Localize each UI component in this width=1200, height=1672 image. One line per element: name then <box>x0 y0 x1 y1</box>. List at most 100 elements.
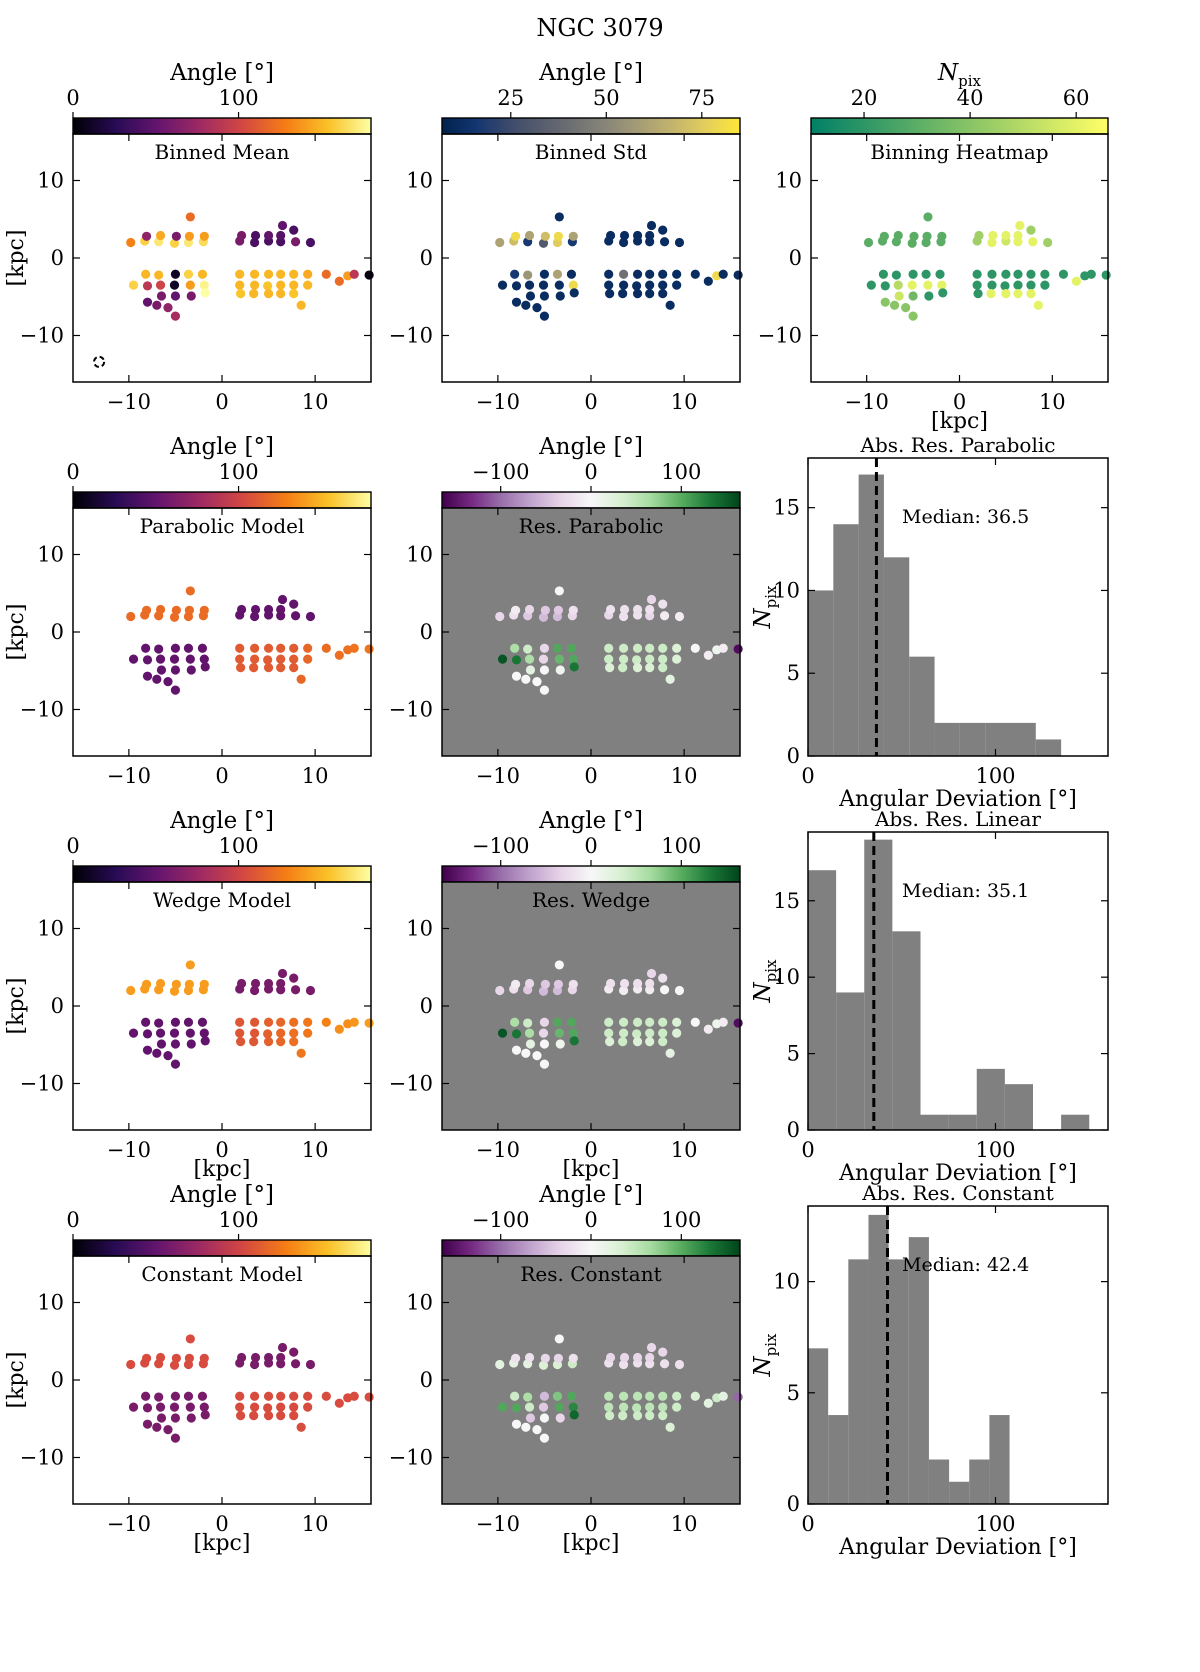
colorbar-tick-label: 100 <box>219 86 259 110</box>
colorbar-tick-label: −100 <box>472 1208 530 1232</box>
data-point <box>334 1024 344 1034</box>
histogram-title: Abs. Res. Constant <box>861 1181 1053 1205</box>
data-point <box>199 654 209 664</box>
data-point <box>538 654 549 664</box>
data-point <box>539 665 550 675</box>
data-point <box>987 269 997 279</box>
data-point <box>605 1411 615 1421</box>
data-point <box>155 1028 166 1038</box>
data-point <box>554 1334 564 1344</box>
data-point <box>235 1391 245 1401</box>
data-point <box>321 643 331 653</box>
data-point <box>645 654 655 664</box>
data-point <box>235 280 245 290</box>
data-point <box>632 643 643 653</box>
histogram-bar <box>920 1114 949 1130</box>
data-point <box>184 979 195 989</box>
colorbar-label: Angle [°] <box>169 1182 274 1208</box>
axes-background <box>442 882 740 1130</box>
data-point <box>538 1028 549 1038</box>
data-point <box>289 225 299 235</box>
axes-frame <box>72 1255 372 1505</box>
data-point <box>156 1039 167 1049</box>
data-point <box>142 297 153 307</box>
data-point <box>155 1352 166 1363</box>
y-tick-label: 0 <box>51 620 64 644</box>
data-point <box>718 1391 728 1401</box>
axes-frame <box>72 881 372 1131</box>
colorbar-tick-label: 0 <box>66 460 79 484</box>
histogram-bar <box>833 524 859 756</box>
data-point <box>364 644 374 654</box>
data-point <box>645 269 655 279</box>
x-tick-label: −10 <box>476 764 520 788</box>
data-point <box>524 1352 535 1363</box>
data-point <box>554 1402 564 1412</box>
y-axis-label: [kpc] <box>4 604 29 661</box>
histogram-bar <box>976 1068 1005 1130</box>
axes-frame <box>72 507 372 757</box>
data-point <box>553 1353 564 1363</box>
data-point <box>249 1017 260 1027</box>
data-point <box>539 1017 550 1027</box>
data-point <box>632 289 643 299</box>
y-tick-label: 0 <box>420 246 433 270</box>
data-point <box>249 1028 260 1038</box>
data-point <box>645 289 655 299</box>
data-point <box>276 230 286 241</box>
y-tick-label: 10 <box>37 169 64 193</box>
data-point <box>263 230 274 241</box>
axes-frame <box>441 507 741 757</box>
data-point <box>296 674 306 684</box>
histogram-bar <box>909 656 935 756</box>
data-point <box>632 604 643 615</box>
histogram-bar <box>892 931 921 1130</box>
data-point <box>672 1391 682 1401</box>
panel-title: Binned Std <box>535 140 648 164</box>
data-point <box>605 978 616 989</box>
colorbar <box>441 865 741 883</box>
data-point <box>236 604 247 615</box>
data-point <box>142 671 153 681</box>
data-point <box>568 1353 578 1363</box>
data-point <box>303 1402 313 1412</box>
histogram-bar <box>808 1348 829 1504</box>
data-point <box>703 1024 713 1034</box>
histogram-bar <box>868 1214 889 1504</box>
data-point <box>276 1402 286 1412</box>
data-point <box>497 280 508 290</box>
data-point <box>510 1017 520 1027</box>
data-point <box>605 1037 615 1047</box>
data-point <box>276 978 286 989</box>
colorbar-tick-label: 0 <box>584 460 597 484</box>
axes-background <box>442 1256 740 1504</box>
data-point <box>236 978 247 989</box>
histogram-bar <box>864 839 893 1130</box>
data-point <box>618 654 629 664</box>
data-point <box>154 644 164 654</box>
data-point <box>645 1391 655 1401</box>
data-point <box>618 1402 629 1412</box>
data-point <box>554 212 564 222</box>
data-point <box>658 280 668 290</box>
data-point <box>553 231 564 241</box>
data-point <box>568 280 578 290</box>
colorbar-tick-label: 60 <box>1063 86 1090 110</box>
data-point <box>923 212 933 222</box>
histogram-bar <box>828 1415 849 1504</box>
histogram-bar <box>1004 1084 1033 1130</box>
data-point <box>169 280 180 290</box>
data-point <box>645 280 655 290</box>
histogram-title: Abs. Res. Parabolic <box>860 433 1056 457</box>
data-point <box>199 1402 209 1412</box>
y-tick-label: 5 <box>787 1042 800 1066</box>
y-tick-label: −10 <box>389 1072 433 1096</box>
data-point <box>538 238 549 248</box>
y-axis-label: Npix <box>750 585 780 630</box>
data-point <box>170 1059 181 1069</box>
x-tick-label: −10 <box>107 1512 151 1536</box>
data-point <box>646 968 657 979</box>
data-point <box>186 665 196 675</box>
data-point <box>555 291 565 301</box>
